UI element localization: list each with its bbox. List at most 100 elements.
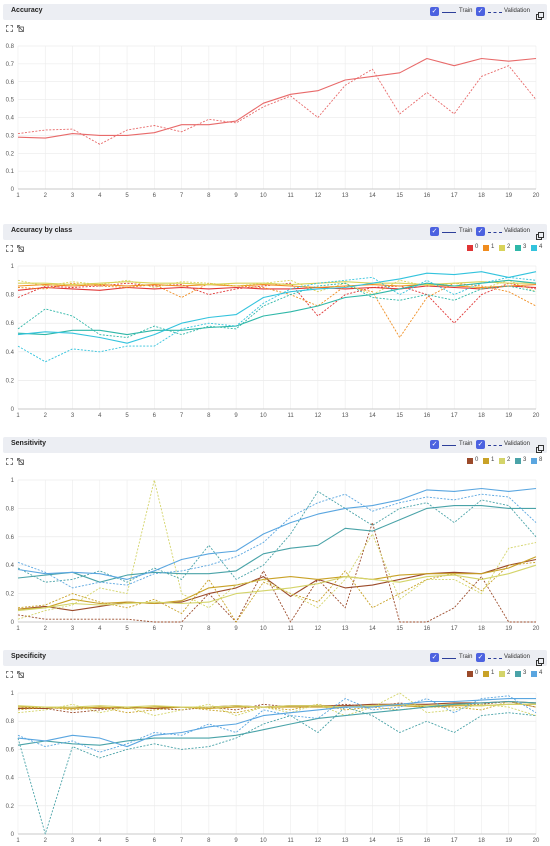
class-legend: 0 1 2 3 4 — [0, 224, 550, 264]
train-toggle-checkbox[interactable]: ✓ — [430, 440, 439, 449]
series-line-1-solid[interactable] — [18, 703, 536, 710]
series-line-1-solid[interactable] — [17, 556, 537, 610]
validation-toggle-checkbox[interactable]: ✓ — [476, 440, 485, 449]
series-line-3-dashed[interactable] — [17, 490, 537, 583]
x-tick-label: 9 — [234, 626, 238, 632]
expand-window-icon[interactable] — [536, 227, 544, 240]
class-swatch-1[interactable] — [483, 245, 489, 251]
series-line-3-dashed[interactable] — [17, 706, 537, 835]
train-legend-label[interactable]: Train — [459, 654, 473, 660]
expand-window-icon[interactable] — [536, 7, 544, 20]
series-line-1-dashed[interactable] — [17, 282, 537, 338]
x-tick-label: 8 — [207, 193, 211, 199]
x-tick-label: 20 — [533, 413, 540, 419]
series-line-2-dashed[interactable] — [17, 479, 537, 620]
class-swatch-8[interactable] — [531, 458, 537, 464]
train-legend-label[interactable]: Train — [459, 441, 473, 447]
x-tick-label: 1 — [16, 838, 20, 844]
plot-area[interactable]: 00.20.40.60.811 2 3 4 5 6 7 8 9 10 11 12 13 14 15 16 17 1… — [0, 437, 550, 634]
x-tick-label: 20 — [533, 193, 540, 199]
series-line-4-dashed[interactable] — [17, 276, 537, 363]
series-line-4-solid[interactable] — [17, 271, 537, 344]
train-legend-line — [442, 658, 456, 659]
zoom-select-icon[interactable] — [6, 458, 13, 465]
class-swatch-3[interactable] — [515, 458, 521, 464]
panel-title: Accuracy — [11, 7, 43, 14]
class-swatch-4[interactable] — [531, 245, 537, 251]
class-swatch-1[interactable] — [483, 671, 489, 677]
series-line-Train-solid[interactable] — [17, 57, 537, 139]
x-tick-label: 11 — [288, 838, 295, 844]
train-legend-label[interactable]: Train — [459, 8, 473, 14]
zoom-reset-icon[interactable] — [17, 245, 24, 252]
x-tick-label: 9 — [234, 413, 238, 419]
expand-window-icon[interactable] — [536, 653, 544, 666]
panel-header: Sensitivity ✓ Train ✓ Validation — [3, 437, 547, 453]
zoom-reset-icon[interactable] — [17, 671, 24, 678]
class-swatch-2[interactable] — [499, 245, 505, 251]
zoom-reset-icon[interactable] — [17, 458, 24, 465]
zoom-reset-icon[interactable] — [17, 25, 24, 32]
class-swatch-1[interactable] — [483, 458, 489, 464]
class-label-4: 4 — [539, 244, 543, 250]
series-line-8-solid[interactable] — [17, 487, 537, 580]
series-line-4-dashed[interactable] — [17, 695, 537, 753]
class-swatch-2[interactable] — [499, 458, 505, 464]
series-line-8-dashed[interactable] — [17, 493, 537, 589]
series-line-2-dashed[interactable] — [17, 279, 537, 296]
series-line-3-solid[interactable] — [17, 279, 537, 336]
y-tick-label: 0.8 — [6, 293, 15, 299]
y-tick-label: 0.8 — [6, 44, 15, 50]
series-line-3-dashed[interactable] — [17, 282, 537, 338]
class-swatch-0[interactable] — [467, 671, 473, 677]
x-tick-label: 7 — [180, 626, 184, 632]
x-tick-label: 8 — [207, 838, 211, 844]
plot-area[interactable]: 00.20.40.60.811 2 3 4 5 6 7 8 9 10 11 12 13 14 15 16 17 1… — [0, 224, 550, 421]
validation-legend-label[interactable]: Validation — [504, 654, 530, 660]
series-line-Validation-dashed[interactable] — [17, 65, 537, 145]
series-line-0-dashed[interactable] — [17, 522, 536, 623]
zoom-select-icon[interactable] — [6, 671, 13, 678]
series-line-2-solid[interactable] — [17, 564, 537, 612]
validation-toggle-checkbox[interactable]: ✓ — [476, 653, 485, 662]
train-legend-label[interactable]: Train — [459, 228, 473, 234]
validation-legend-label[interactable]: Validation — [504, 228, 530, 234]
class-swatch-4[interactable] — [531, 671, 537, 677]
series-line-1-dashed[interactable] — [17, 701, 537, 714]
y-tick-label: 0.4 — [6, 116, 15, 122]
y-tick-label: 0 — [11, 832, 15, 838]
series-line-3-solid[interactable] — [17, 505, 536, 583]
validation-legend-label[interactable]: Validation — [504, 441, 530, 447]
class-swatch-3[interactable] — [515, 245, 521, 251]
x-tick-label: 1 — [16, 193, 20, 199]
y-tick-label: 0.6 — [6, 80, 15, 86]
train-toggle-checkbox[interactable]: ✓ — [430, 653, 439, 662]
train-legend-line — [442, 232, 456, 233]
class-label-4: 4 — [539, 670, 543, 676]
plot-area[interactable]: 00.20.40.60.811 2 3 4 5 6 7 8 9 10 11 12 13 14 15 16 17 1… — [0, 650, 550, 846]
validation-toggle-checkbox[interactable]: ✓ — [476, 7, 485, 16]
validation-legend-label[interactable]: Validation — [504, 8, 530, 14]
expand-window-icon[interactable] — [536, 440, 544, 453]
x-tick-label: 5 — [125, 413, 129, 419]
train-toggle-checkbox[interactable]: ✓ — [430, 227, 439, 236]
series-line-4-solid[interactable] — [17, 698, 536, 748]
train-toggle-checkbox[interactable]: ✓ — [430, 7, 439, 16]
validation-toggle-checkbox[interactable]: ✓ — [476, 227, 485, 236]
chart-panel-3: Sensitivity ✓ Train ✓ Validation 0 1 2 3 8 0 0.2 0.4… — [0, 437, 550, 634]
zoom-select-icon[interactable] — [6, 245, 13, 252]
series-line-0-dashed[interactable] — [17, 282, 537, 324]
y-tick-label: 0.4 — [6, 350, 15, 356]
class-swatch-3[interactable] — [515, 671, 521, 677]
series-line-3-solid[interactable] — [17, 700, 537, 746]
series-line-1-dashed[interactable] — [17, 561, 537, 623]
class-label-1: 1 — [491, 457, 495, 463]
x-tick-label: 7 — [180, 413, 184, 419]
class-swatch-0[interactable] — [467, 458, 473, 464]
class-swatch-2[interactable] — [499, 671, 505, 677]
plot-area[interactable]: 00.10.20.30.40.50.60.70.81 2 3 4 5 6 7 8 9 10 11 12… — [0, 4, 550, 201]
class-swatch-0[interactable] — [467, 245, 473, 251]
chart-panel-2: Accuracy by class ✓ Train ✓ Validation 0 1 2 3 4 0… — [0, 224, 550, 421]
series-line-0-solid[interactable] — [17, 285, 537, 291]
zoom-select-icon[interactable] — [6, 25, 13, 32]
